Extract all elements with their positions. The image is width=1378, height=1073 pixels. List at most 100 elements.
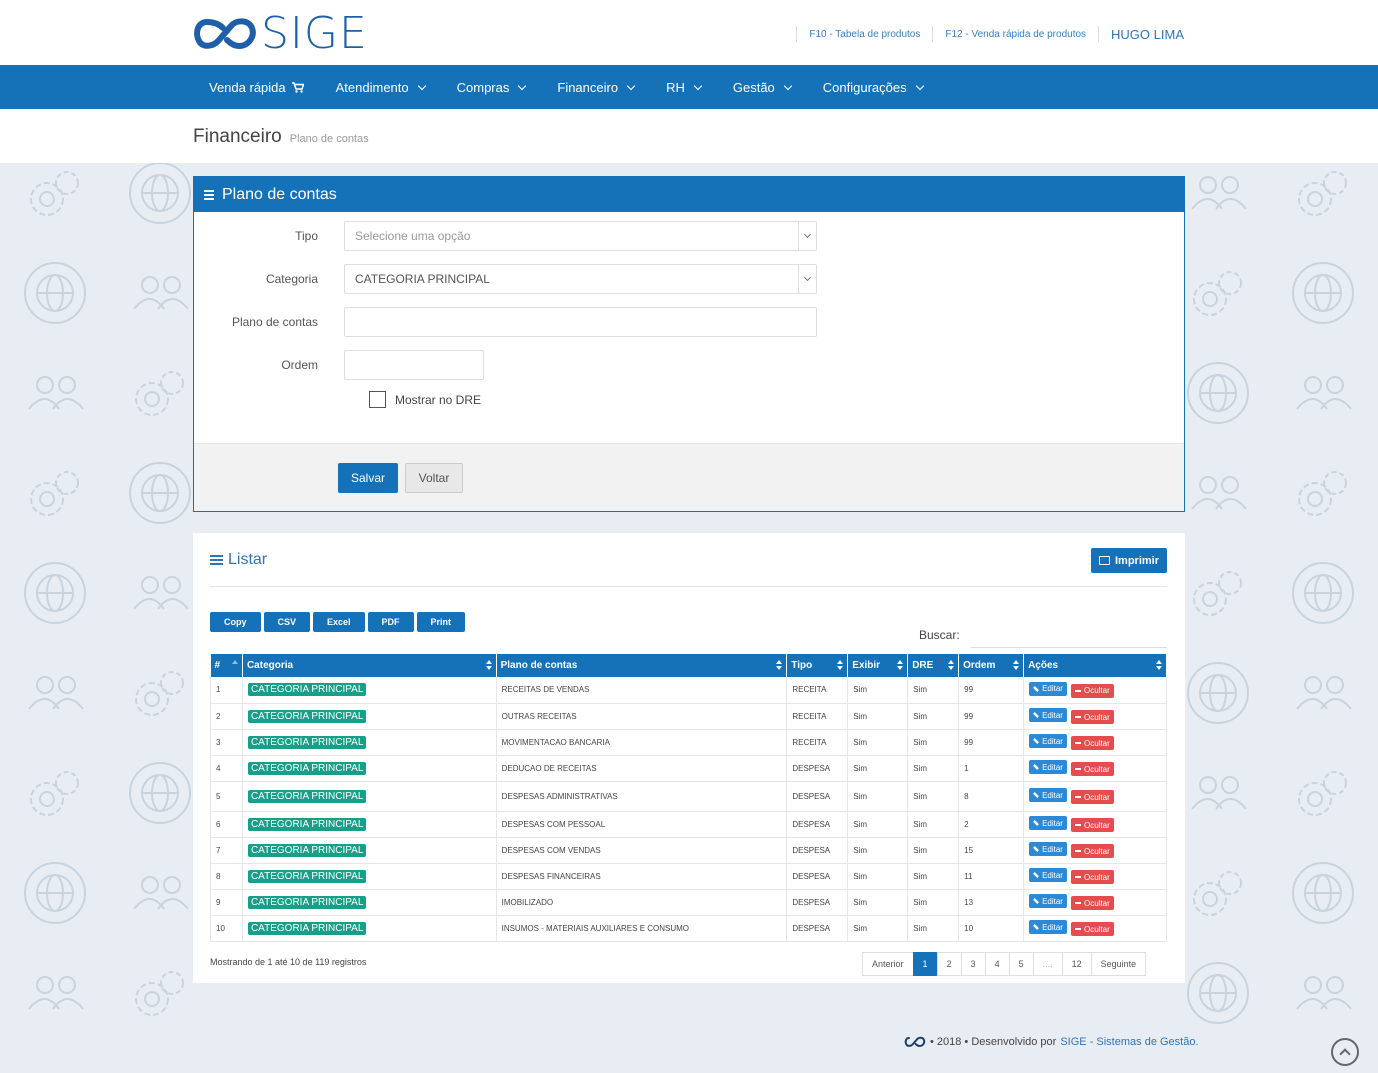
chevron-down-icon [626, 81, 636, 90]
col-dre[interactable]: DRE [907, 654, 960, 677]
categoria-select[interactable]: CATEGORIA PRINCIPAL [344, 264, 817, 294]
col-tipo[interactable]: Tipo [786, 654, 849, 677]
col-number[interactable]: # [210, 654, 243, 677]
col-plano[interactable]: Plano de contas [496, 654, 788, 677]
back-button[interactable]: Voltar [405, 463, 463, 493]
hide-button[interactable]: Ocultar [1070, 683, 1114, 698]
pagination-page-1[interactable]: 1 [912, 952, 938, 976]
cell-dre: Sim [907, 781, 960, 811]
edit-button[interactable]: Editar [1029, 760, 1067, 774]
hide-button[interactable]: Ocultar [1070, 870, 1114, 884]
plano-input[interactable] [344, 307, 817, 337]
background-icon [157, 898, 189, 910]
background-icon [1202, 591, 1218, 607]
pagination-next[interactable]: Seguinte [1090, 952, 1147, 976]
excel-button[interactable]: Excel [313, 612, 365, 632]
edit-button[interactable]: Editar [1029, 788, 1067, 802]
f10-link[interactable]: F10 - Tabela de produtos [809, 28, 921, 40]
form-card: Plano de contas Tipo Selecione uma opção… [193, 176, 1185, 512]
categoria-badge: CATEGORIA PRINCIPAL [247, 789, 367, 803]
pagination-page-4[interactable]: 4 [984, 952, 1010, 976]
hide-button[interactable]: Ocultar [1070, 922, 1114, 936]
background-icon [1323, 171, 1347, 195]
footer-link[interactable]: SIGE - Sistemas de Gestão. [1060, 1036, 1199, 1048]
sort-icon [776, 660, 783, 671]
pagination-page-2[interactable]: 2 [936, 952, 962, 976]
save-button[interactable]: Salvar [338, 463, 398, 493]
csv-button[interactable]: CSV [263, 612, 311, 632]
cell-categoria: CATEGORIA PRINCIPAL [242, 837, 497, 863]
chevron-down-icon [915, 81, 924, 90]
footer-text: • 2018 • Desenvolvido por [930, 1036, 1057, 1048]
scroll-top-button[interactable] [1331, 1038, 1359, 1066]
hide-button[interactable]: Ocultar [1070, 710, 1114, 724]
cell-plano: MOVIMENTACAO BANCARIA [496, 729, 788, 755]
edit-button[interactable]: Editar [1029, 708, 1067, 722]
hide-button[interactable]: Ocultar [1070, 790, 1114, 804]
background-icon [1187, 662, 1249, 724]
f12-link[interactable]: F12 - Venda rápida de produtos [945, 28, 1087, 40]
background-icon [1314, 574, 1332, 612]
background-icon [1326, 376, 1344, 394]
cell-tipo: DESPESA [786, 889, 849, 915]
edit-button[interactable]: Editar [1029, 816, 1067, 830]
nav-configuracoes[interactable]: Configurações [823, 80, 924, 95]
pagination-page-5[interactable]: 5 [1008, 952, 1034, 976]
pdf-button[interactable]: PDF [367, 612, 414, 632]
background-icon [144, 691, 160, 707]
pagination-prev[interactable]: Anterior [862, 952, 914, 976]
edit-button[interactable]: Editar [1029, 894, 1067, 908]
background-icon [39, 191, 55, 207]
print-export-button[interactable]: Print [416, 612, 466, 632]
nav-compras[interactable]: Compras [457, 80, 527, 95]
cart-icon [291, 81, 304, 93]
hide-button[interactable]: Ocultar [1070, 896, 1114, 910]
pagination-page-3[interactable]: 3 [960, 952, 986, 976]
tipo-select[interactable]: Selecione uma opção [344, 221, 817, 251]
nav-venda-rapida[interactable]: Venda rápida [209, 80, 304, 95]
background-icon [1296, 998, 1328, 1010]
background-icon [24, 862, 86, 924]
edit-label: Editar [1042, 762, 1063, 772]
search-input[interactable] [971, 623, 1167, 648]
nav-gestao[interactable]: Gestão [733, 80, 793, 95]
nav-atendimento[interactable]: Atendimento [336, 80, 426, 95]
background-icon [141, 576, 159, 594]
nav-label: Financeiro [557, 79, 619, 95]
edit-label: Editar [1042, 896, 1063, 906]
user-menu[interactable]: HUGO LIMA [1111, 26, 1184, 42]
print-button[interactable]: Imprimir [1091, 548, 1167, 573]
edit-button[interactable]: Editar [1029, 681, 1067, 696]
hide-button[interactable]: Ocultar [1070, 736, 1114, 750]
edit-button[interactable]: Editar [1029, 920, 1067, 934]
menu-icon [204, 189, 214, 200]
edit-button[interactable]: Editar [1029, 868, 1067, 882]
cell-tipo: DESPESA [786, 863, 849, 889]
pagination-page-last[interactable]: 12 [1061, 952, 1092, 976]
ordem-input[interactable] [344, 350, 484, 380]
background-icon [133, 298, 165, 310]
col-ordem[interactable]: Ordem [958, 654, 1025, 677]
edit-button[interactable]: Editar [1029, 734, 1067, 748]
categoria-badge: CATEGORIA PRINCIPAL [247, 869, 367, 883]
background-icon [1199, 176, 1217, 194]
hide-button[interactable]: Ocultar [1070, 818, 1114, 832]
sort-icon [1013, 660, 1020, 671]
dre-checkbox[interactable] [369, 391, 386, 408]
categoria-badge: CATEGORIA PRINCIPAL [247, 895, 367, 909]
col-exibir[interactable]: Exibir [847, 654, 909, 677]
nav-financeiro[interactable]: Financeiro [557, 79, 636, 95]
col-categoria[interactable]: Categoria [242, 654, 497, 677]
nav-rh[interactable]: RH [666, 80, 703, 95]
logo[interactable]: SIGE [193, 12, 368, 56]
cell-number: 10 [210, 915, 243, 941]
hide-button[interactable]: Ocultar [1070, 762, 1114, 776]
minus-icon [1074, 824, 1081, 826]
background-icon [1218, 571, 1242, 595]
background-icon [1307, 491, 1323, 507]
hide-button[interactable]: Ocultar [1070, 844, 1114, 858]
col-acoes[interactable]: Ações [1023, 654, 1167, 677]
form-card-title: Plano de contas [222, 185, 337, 203]
edit-button[interactable]: Editar [1029, 842, 1067, 856]
copy-button[interactable]: Copy [210, 612, 261, 632]
